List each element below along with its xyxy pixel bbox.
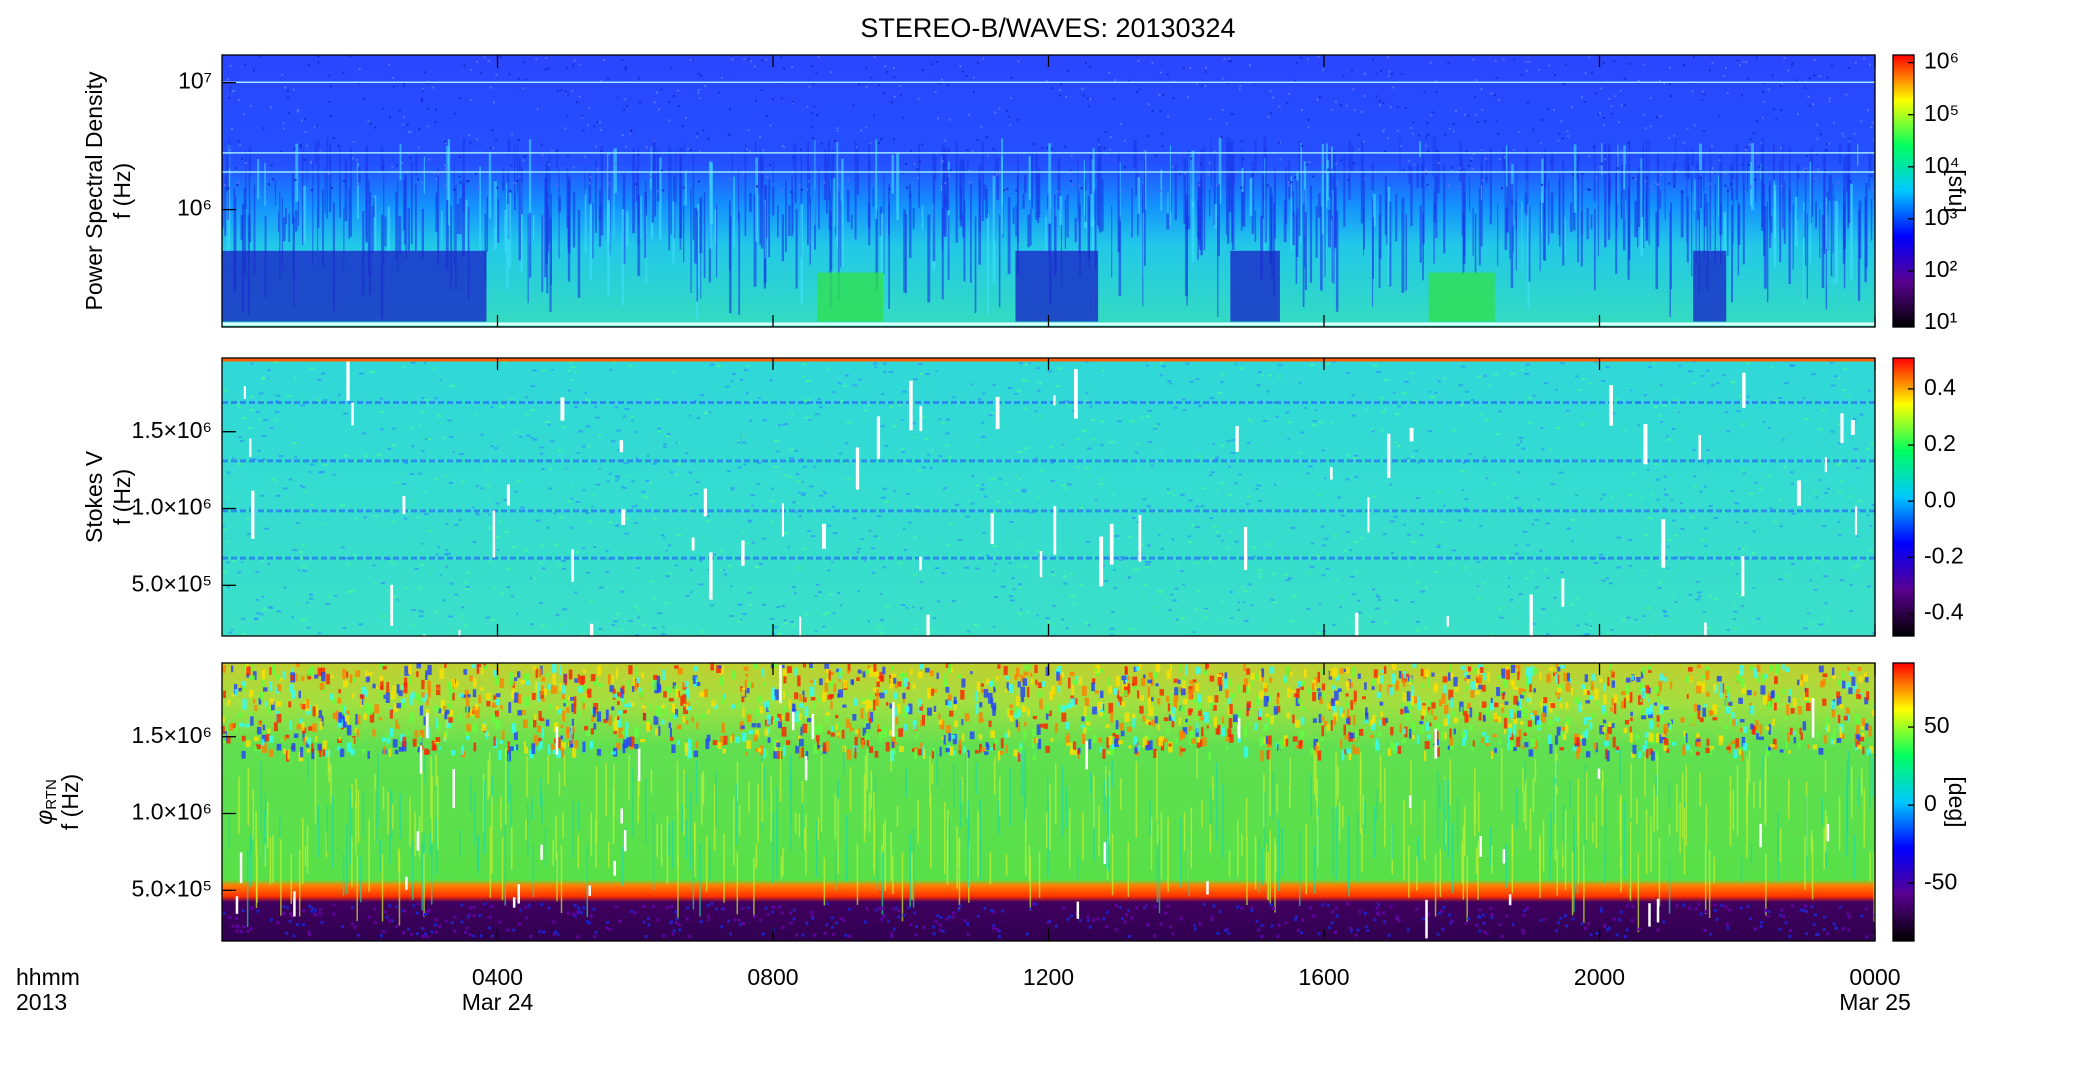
colorbar-tick-label: 10¹ — [1924, 308, 1958, 334]
colorbar-tick-label: -0.2 — [1924, 542, 1964, 568]
y-tick-label: 10⁶ — [177, 195, 212, 221]
colorbar-tick-label: 10⁵ — [1924, 100, 1959, 126]
y-axis-label: φRTN — [31, 779, 60, 825]
colorbar-tick-label: -0.4 — [1924, 599, 1964, 625]
colorbar-tick-label: 10² — [1924, 256, 1958, 282]
colorbar-label: [sfu] — [1944, 169, 1970, 212]
x-tick-label: 0400 — [472, 964, 523, 990]
y-tick-label: 5.0×10⁵ — [131, 875, 212, 901]
y-axis-label: f (Hz) — [109, 163, 135, 219]
y-axis-label: f (Hz) — [109, 469, 135, 525]
colorbar-label: [deg] — [1944, 776, 1970, 827]
y-tick-label: 1.5×10⁶ — [132, 417, 212, 443]
chart-title: STEREO-B/WAVES: 20130324 — [860, 13, 1235, 43]
spectrogram-texture — [222, 663, 1875, 941]
y-tick-label: 1.5×10⁶ — [132, 722, 212, 748]
colorbar — [1892, 357, 1915, 637]
colorbar-tick-label: 0 — [1924, 790, 1937, 816]
colorbar-tick-label: 0.4 — [1924, 374, 1956, 400]
x-tick-label: 0000 — [1849, 964, 1900, 990]
colorbar-tick-label: 50 — [1924, 712, 1950, 738]
x-tick-label: 1600 — [1298, 964, 1349, 990]
y-tick-label: 1.0×10⁶ — [132, 799, 212, 825]
spectrogram-texture — [222, 55, 1875, 327]
colorbar — [1892, 54, 1915, 328]
colorbar-tick-label: 10³ — [1924, 204, 1958, 230]
x-axis-year: 2013 — [16, 989, 67, 1015]
colorbar-tick-label: 10⁴ — [1924, 152, 1959, 178]
spectrogram-texture — [222, 358, 1875, 636]
y-axis-label: f (Hz) — [57, 774, 83, 830]
x-tick-date: Mar 25 — [1839, 989, 1911, 1015]
y-tick-label: 10⁷ — [178, 68, 212, 94]
colorbar-tick-label: 0.2 — [1924, 430, 1956, 456]
y-axis-label: Stokes V — [81, 450, 107, 543]
x-tick-label: 0800 — [747, 964, 798, 990]
colorbar — [1892, 662, 1915, 942]
x-tick-label: 1200 — [1023, 964, 1074, 990]
y-axis-label: Power Spectral Density — [81, 71, 107, 311]
x-tick-date: Mar 24 — [462, 989, 534, 1015]
y-tick-label: 1.0×10⁶ — [132, 494, 212, 520]
x-axis-label: hhmm — [16, 964, 80, 990]
x-tick-label: 2000 — [1574, 964, 1625, 990]
colorbar-tick-label: 10⁶ — [1924, 48, 1959, 74]
y-tick-label: 5.0×10⁵ — [131, 570, 212, 596]
colorbar-tick-label: -50 — [1924, 868, 1957, 894]
colorbar-tick-label: 0.0 — [1924, 486, 1956, 512]
